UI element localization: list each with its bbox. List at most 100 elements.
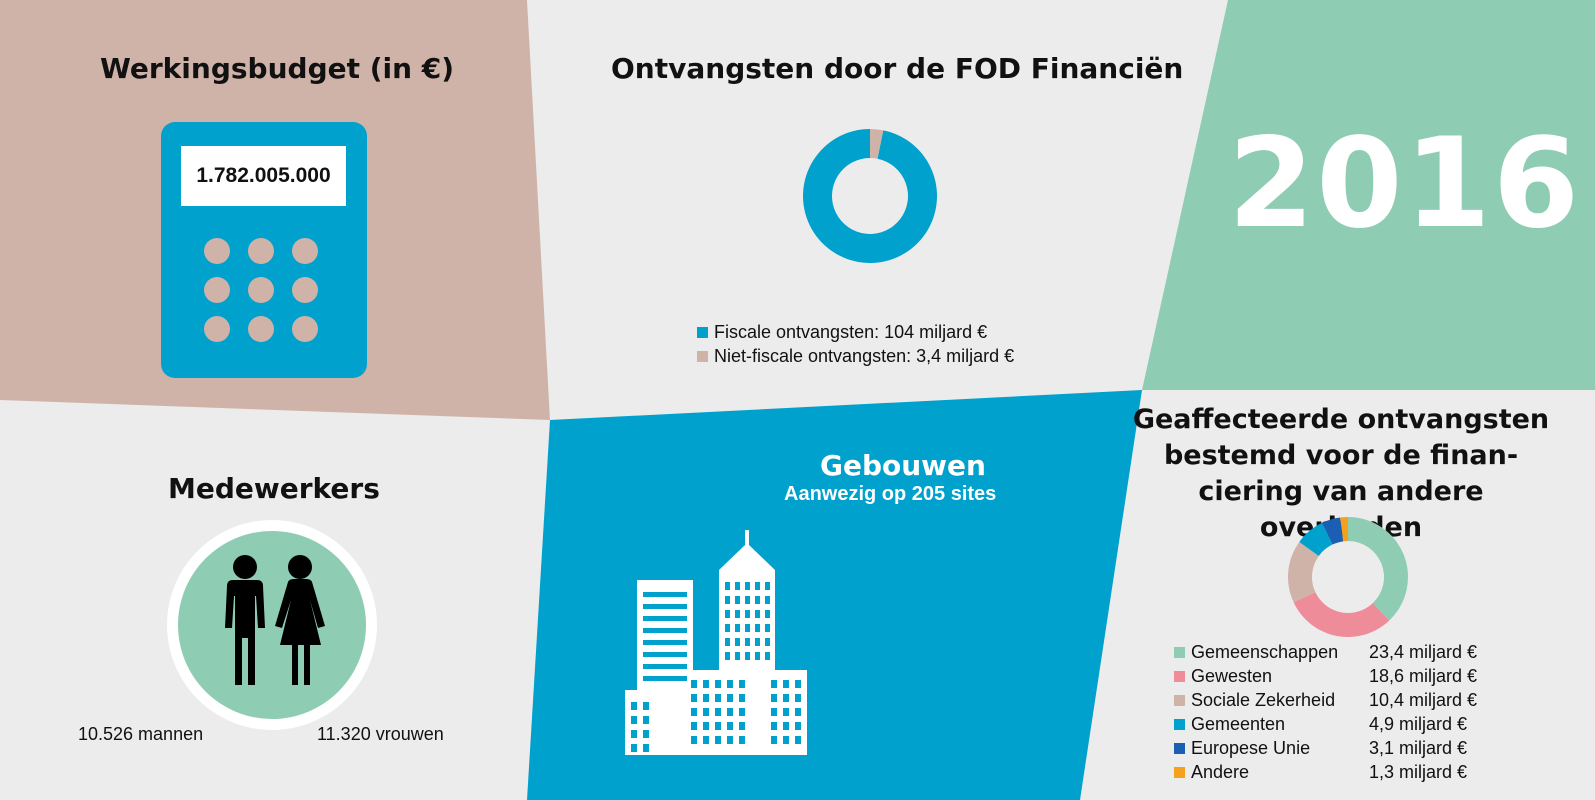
building-window [715, 708, 721, 716]
legend-swatch [697, 350, 708, 362]
building-window [727, 694, 733, 702]
building-window [703, 736, 709, 744]
building-window [703, 708, 709, 716]
revenue-title: Ontvangsten door de FOD Financiën [611, 52, 1184, 85]
legend-amount: 4,9 miljard € [1369, 713, 1468, 734]
legend-amount: 10,4 miljard € [1369, 689, 1478, 710]
building-window [735, 610, 740, 618]
budget-amount: 1.782.005.000 [181, 146, 346, 206]
building-window [703, 680, 709, 688]
legend-label: Gemeenten [1191, 713, 1286, 734]
building-window [643, 628, 687, 633]
building-window [643, 616, 687, 621]
building-window [745, 652, 750, 660]
donut-slice [1293, 592, 1390, 637]
building-window [765, 638, 770, 646]
building-window [745, 610, 750, 618]
building-window [795, 694, 801, 702]
year-label: 2016 [1228, 112, 1582, 256]
building-window [725, 596, 730, 604]
legend-label: Gewesten [1191, 665, 1273, 686]
building-window [765, 596, 770, 604]
calculator-icon: 1.782.005.000 [161, 122, 367, 378]
building-window [745, 638, 750, 646]
buildings-title: Gebouwen [820, 449, 986, 482]
affected-title: Geaffecteerde ontvangsten bestemd voor d… [1126, 402, 1556, 546]
building-window [765, 652, 770, 660]
women-count: 11.320 vrouwen [317, 724, 444, 744]
building-window [755, 582, 760, 590]
building-window [745, 596, 750, 604]
donut-slice [1299, 522, 1333, 556]
building-window [765, 624, 770, 632]
building-window [727, 708, 733, 716]
building-window [771, 694, 777, 702]
affected-legend-item: Sociale Zekerheid 10,4 miljard € [1174, 688, 1477, 712]
building-window [725, 652, 730, 660]
building-window [745, 582, 750, 590]
building-window [771, 708, 777, 716]
building-window [755, 596, 760, 604]
building-window [643, 676, 687, 681]
affected-legend-item: Europese Unie 3,1 miljard € [1174, 736, 1477, 760]
affected-legend-item: Gemeenschappen 23,4 miljard € [1174, 640, 1477, 664]
building-window [771, 736, 777, 744]
building-window [735, 582, 740, 590]
building-window [795, 680, 801, 688]
legend-amount: 23,4 miljard € [1369, 641, 1478, 662]
building-window [631, 730, 637, 738]
building-window [755, 624, 760, 632]
calculator-key [204, 316, 230, 342]
building-window [631, 702, 637, 710]
calculator-key [292, 316, 318, 342]
legend-label: Gemeenschappen [1191, 641, 1339, 662]
donut-slice [870, 129, 884, 159]
building-window [703, 722, 709, 730]
affected-donut [1288, 517, 1408, 637]
legend-amount: 3,1 miljard € [1369, 737, 1468, 758]
calculator-key [248, 238, 274, 264]
building-window [631, 744, 637, 752]
building-window [783, 680, 789, 688]
legend-amount: 18,6 miljard € [1369, 665, 1478, 686]
legend-swatch [1174, 670, 1185, 682]
legend-label: Sociale Zekerheid [1191, 689, 1336, 710]
buildings-icon [625, 530, 807, 755]
affected-legend-item: Andere 1,3 miljard € [1174, 760, 1477, 784]
building-window [691, 694, 697, 702]
building-window [739, 722, 745, 730]
revenue-legend-item: Niet-fiscale ontvangsten: 3,4 miljard € [697, 344, 1014, 368]
building-window [783, 694, 789, 702]
donut-slice [1348, 517, 1408, 621]
building-window [643, 716, 649, 724]
building-window [643, 652, 687, 657]
buildings-subtitle: Aanwezig op 205 sites [784, 483, 997, 505]
building-window [725, 582, 730, 590]
revenue-donut [803, 129, 937, 263]
building-window [755, 652, 760, 660]
building-window [739, 680, 745, 688]
building-window [715, 736, 721, 744]
legend-label: Fiscale ontvangsten: 104 miljard € [714, 321, 988, 342]
building-window [735, 624, 740, 632]
building-window [739, 708, 745, 716]
building-window [755, 638, 760, 646]
building-window [691, 680, 697, 688]
building-window [691, 722, 697, 730]
building-window [783, 708, 789, 716]
building-window [643, 664, 687, 669]
building-window [703, 694, 709, 702]
building-window [783, 736, 789, 744]
affected-legend: Gemeenschappen 23,4 miljard € Gewesten 1… [1174, 640, 1477, 784]
building-window [643, 730, 649, 738]
building-window [715, 694, 721, 702]
legend-swatch [1174, 694, 1185, 706]
building-window [691, 736, 697, 744]
legend-swatch [1174, 766, 1185, 778]
legend-label: Andere [1191, 761, 1250, 782]
affected-title-line: bestemd voor de finan- [1163, 440, 1519, 471]
building-window [735, 652, 740, 660]
legend-label: Europese Unie [1191, 737, 1311, 758]
building-window [643, 702, 649, 710]
building-window [631, 716, 637, 724]
